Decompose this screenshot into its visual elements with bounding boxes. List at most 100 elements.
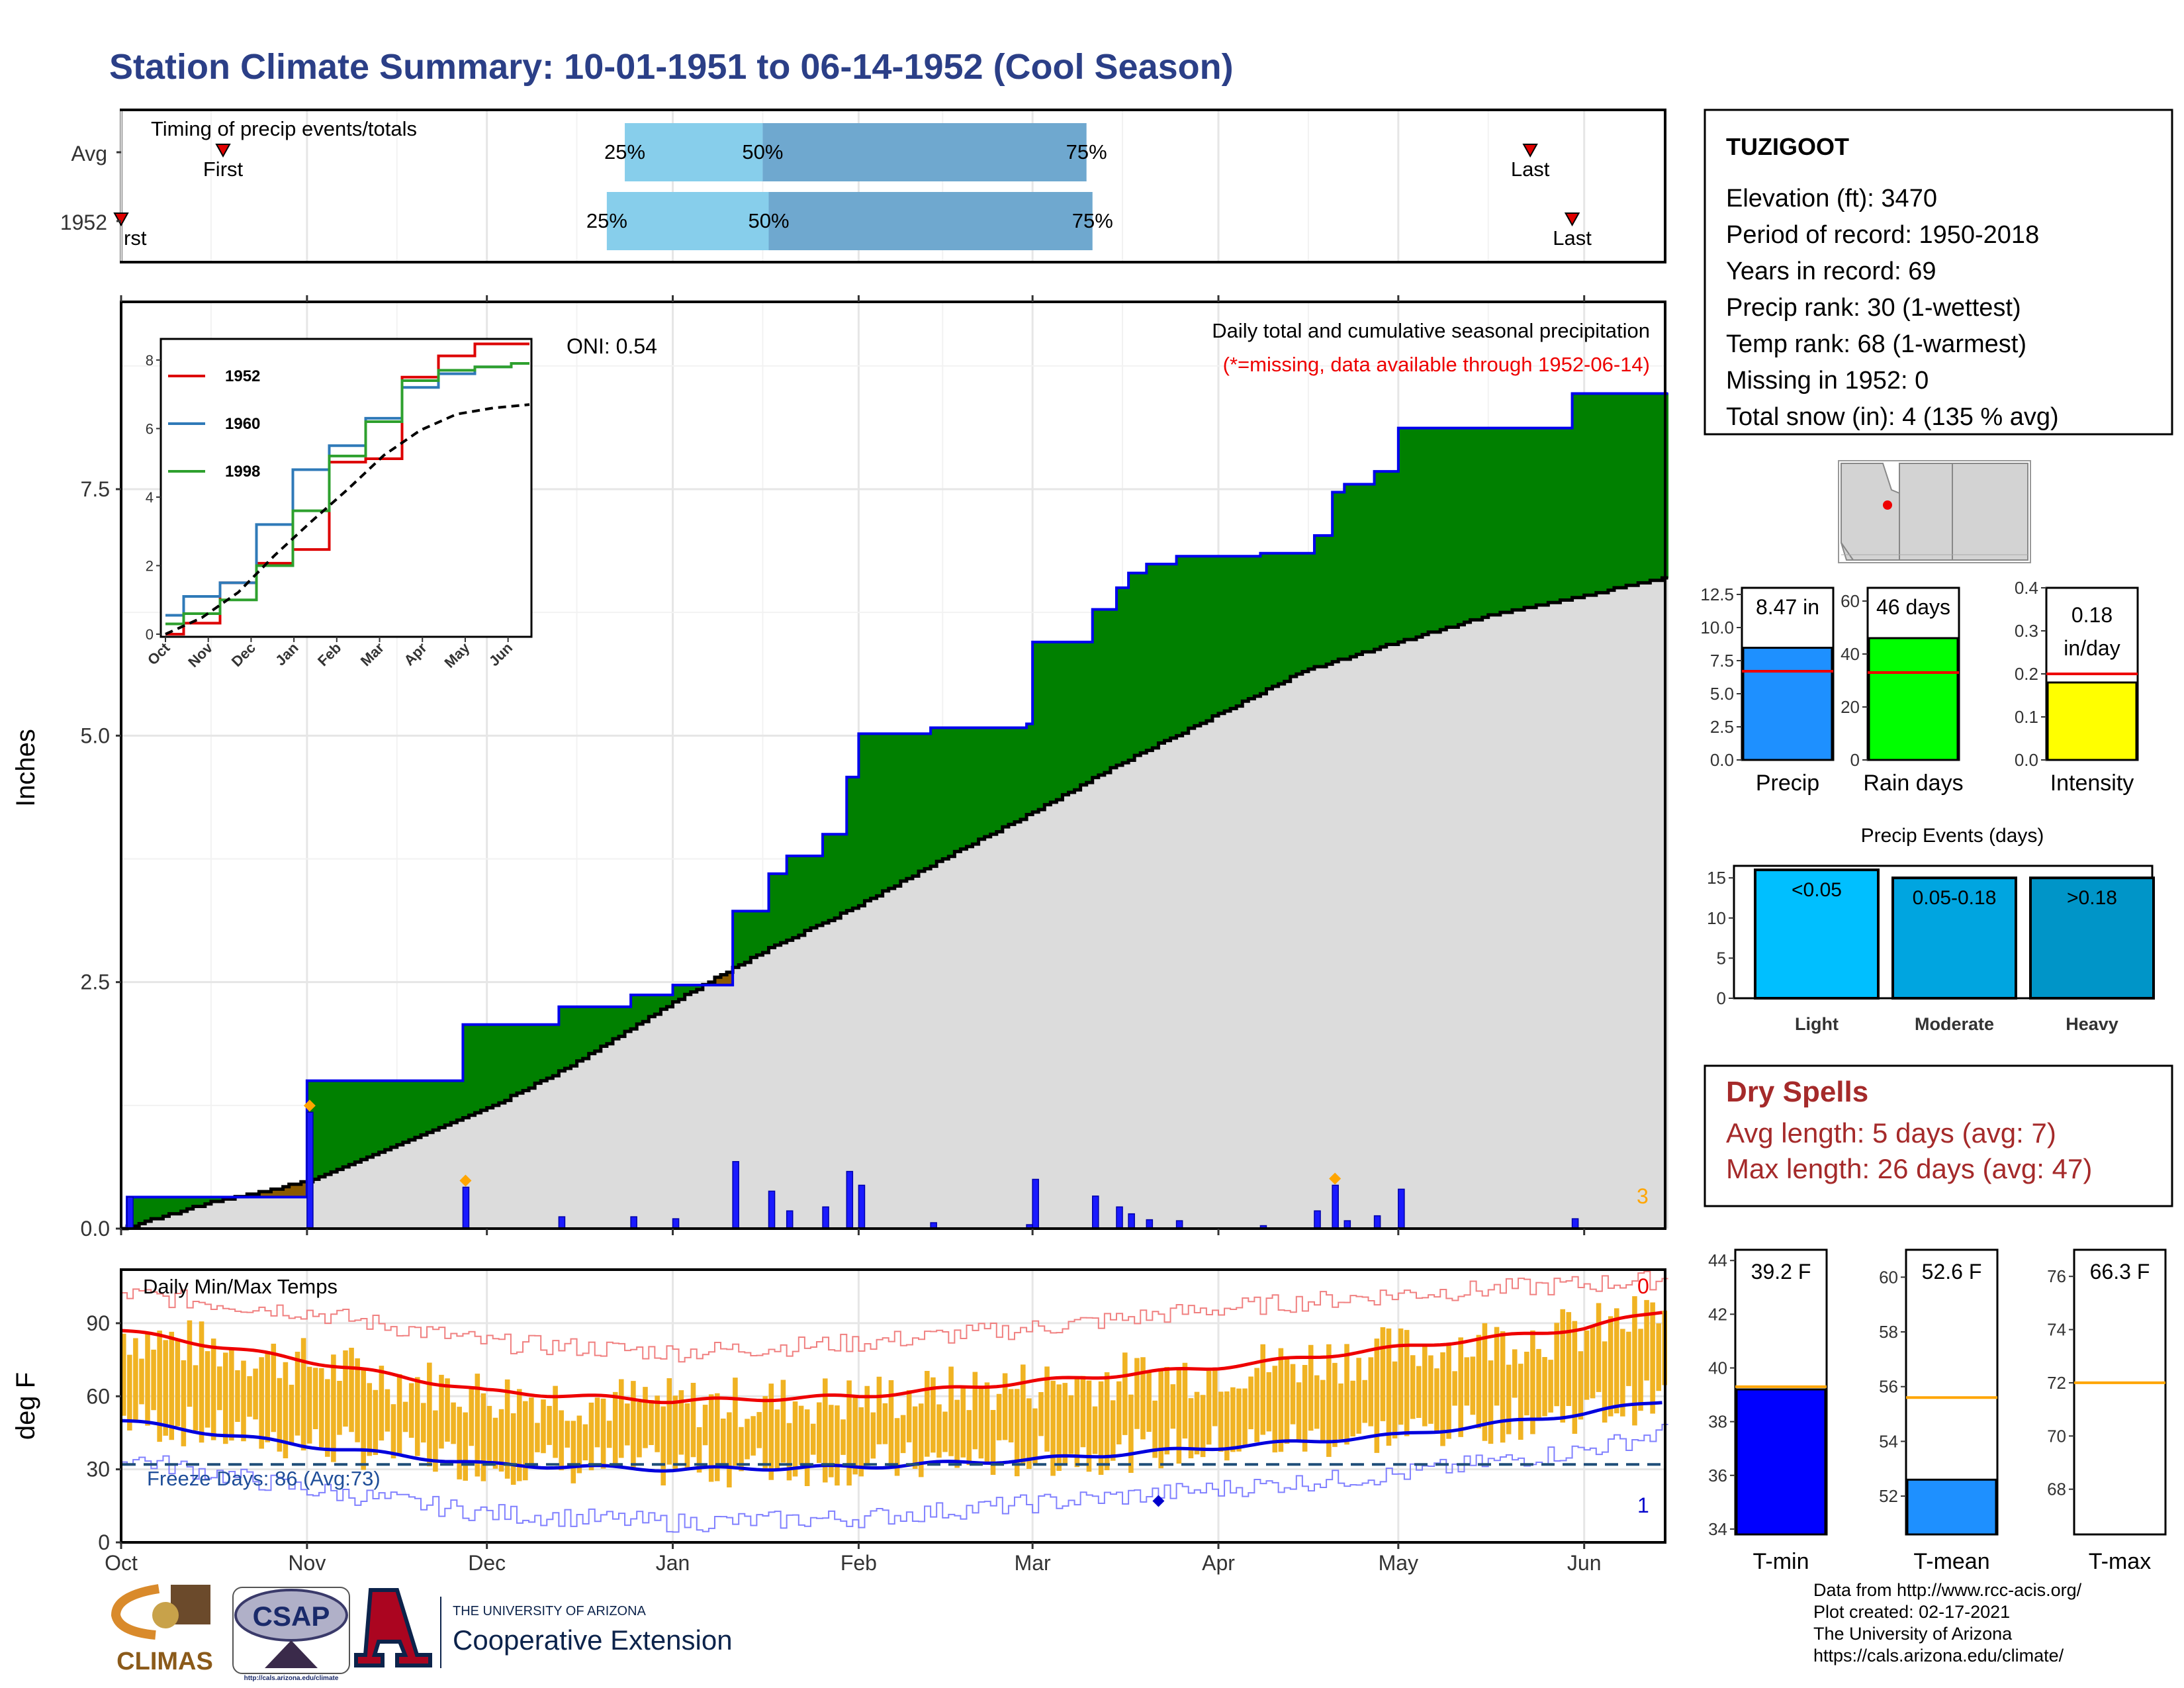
average-cumulative-fill (121, 578, 1668, 1229)
record-daily-precip-marker (1329, 1172, 1342, 1185)
temp-summary-y-tick-label: 52 (1879, 1486, 1898, 1506)
temp-summary-y-tick-label: 44 (1708, 1250, 1727, 1270)
page-title: Station Climate Summary: 10-01-1951 to 0… (109, 47, 1234, 87)
precip-events-bar-label: 0.05-0.18 (1913, 887, 1997, 909)
x-tick-label: Jan (656, 1551, 690, 1575)
temp-summary-y-tick-label: 58 (1879, 1322, 1898, 1342)
x-tick-label: Mar (1015, 1551, 1051, 1575)
totals-y-tick-label: 20 (1841, 697, 1860, 717)
average-cumulative-line (121, 576, 1668, 1231)
x-tick-label: Jun (1567, 1551, 1602, 1575)
temp-summary-y-tick-label: 38 (1708, 1412, 1727, 1432)
totals-bar-Precip (1742, 647, 1833, 761)
footer-line: Data from http://www.rcc-acis.org/ (1813, 1580, 2082, 1600)
temp-summary-value: 66.3 F (2090, 1260, 2150, 1284)
temp-panel-title: Daily Min/Max Temps (143, 1275, 338, 1298)
csap-logo-text: CSAP (253, 1601, 330, 1632)
precip-events-category: Heavy (2066, 1014, 2118, 1034)
totals-y-tick-label: 0.0 (1710, 750, 1734, 770)
last-event-label: Last (1511, 158, 1550, 181)
precip-events-bar-Heavy (2029, 876, 2155, 1000)
temp-summary-bar-T-mean (1906, 1478, 1997, 1536)
timing-bar-q50-q75 (762, 123, 1087, 181)
inset-chart: Oct Nov Dec Jan Feb Mar Apr May Jun0246819521960… (144, 338, 533, 671)
station-info-line: Missing in 1952: 0 (1726, 367, 1929, 395)
daily-precip-bar (768, 1190, 776, 1229)
totals-value-label: in/day (2064, 636, 2120, 660)
precip-events-panel: Precip Events (days) <0.05 Light 0.05-0.18… (1707, 825, 2155, 1034)
precip-y-tick-label: 7.5 (81, 477, 110, 501)
temp-summary-y-tick-label: 34 (1708, 1519, 1727, 1539)
dry-spells-max: Max length: 26 days (avg: 47) (1726, 1153, 2092, 1184)
timing-q75-label: 75% (1066, 140, 1107, 164)
timing-q50-label: 50% (742, 140, 783, 164)
totals-bar-Intensity (2046, 681, 2138, 761)
temp-summary-y-tick-label: 68 (2047, 1479, 2066, 1499)
daily-precip-bar (1373, 1215, 1381, 1229)
climas-logo: CLIMAS (111, 1584, 213, 1675)
timing-row-label-1952: 1952 (60, 211, 107, 234)
daily-precip-bar (1571, 1218, 1579, 1229)
precip-panel-subtitle: (*=missing, data available through 1952-… (1223, 353, 1650, 376)
temp-summary-y-tick-label: 76 (2047, 1266, 2066, 1286)
temp-summary-y-tick-label: 42 (1708, 1304, 1727, 1324)
daily-precip-bar (1032, 1178, 1039, 1229)
daily-precip-bar (822, 1206, 829, 1229)
totals-y-tick-label: 12.5 (1700, 585, 1734, 604)
temp-top-count: 0 (1637, 1274, 1649, 1298)
precip-y-tick-label: 0.0 (81, 1217, 110, 1241)
temp-y-tick-label: 60 (86, 1384, 110, 1408)
inset-legend-label: 1960 (225, 415, 260, 433)
precip-events-y-tick-label: 5 (1717, 948, 1726, 968)
temp-summary-value: 39.2 F (1751, 1260, 1811, 1284)
temp-summary-value: 52.6 F (1922, 1260, 1982, 1284)
timing-q50-label: 50% (748, 209, 789, 232)
dry-spells-avg: Avg length: 5 days (avg: 7) (1726, 1117, 2056, 1149)
totals-value-label: 46 days (1876, 595, 1950, 619)
csap-logo: CSAP http://cals.arizona.edu/climate (232, 1587, 350, 1682)
precip-events-category: Light (1795, 1014, 1839, 1034)
station-location-dot (1883, 500, 1892, 510)
record-daily-precip-marker (303, 1100, 316, 1112)
timing-panel: 25% 50% 75% First Last 25% 50% 75% rst Last Timin… (60, 109, 1666, 263)
logos: CLIMAS CSAP http://cals.arizona.edu/clim… (111, 1584, 733, 1682)
temp-y-axis-title: deg F (11, 1372, 40, 1440)
inset-y-tick-label: 6 (146, 420, 154, 437)
precip-panel: 0.0 2.5 5.0 7.5 Daily total and cumulative … (11, 295, 1669, 1241)
precip-events-y-tick-label: 0 (1717, 988, 1726, 1008)
last-event-marker (1522, 144, 1538, 158)
footer-line: https://cals.arizona.edu/climate/ (1813, 1646, 2064, 1665)
inset-y-tick-label: 2 (146, 557, 154, 574)
season-temperature-panels: 39.2 F 34 36 38 40 42 44 T-min 52.6 F 52 54 56 58 60 T… (1708, 1248, 2167, 1574)
totals-panel-label: Intensity (2050, 771, 2134, 796)
totals-value-label: 0.18 (2071, 603, 2113, 627)
totals-value-label: 8.47 in (1756, 595, 1819, 619)
temp-summary-y-tick-label: 60 (1879, 1267, 1898, 1287)
daily-precip-bar (858, 1184, 866, 1229)
precip-events-bar-label: <0.05 (1792, 879, 1842, 901)
daily-precip-bar (126, 1196, 134, 1229)
totals-bar-Rain days (1868, 637, 1959, 761)
temp-summary-y-tick-label: 74 (2047, 1320, 2066, 1340)
dry-spells-box: Dry Spells Avg length: 5 days (avg: 7) M… (1704, 1064, 2173, 1207)
cumulative-precip-line (121, 392, 1668, 1230)
record-low-marker (1152, 1495, 1165, 1507)
inset-legend-label: 1952 (225, 367, 260, 385)
totals-y-tick-label: 60 (1841, 591, 1860, 611)
totals-panel-label: Precip (1756, 771, 1819, 796)
precip-events-category: Moderate (1915, 1014, 1994, 1034)
inset-y-tick-label: 0 (146, 626, 154, 643)
precip-events-y-tick-label: 10 (1707, 908, 1726, 928)
daily-precip-bar (1314, 1210, 1321, 1229)
temp-summary-label: T-min (1753, 1549, 1809, 1574)
daily-precip-bar (672, 1218, 680, 1229)
dry-spells-title: Dry Spells (1726, 1076, 1868, 1108)
daily-precip-bar (1116, 1206, 1123, 1229)
csap-logo-url: http://cals.arizona.edu/climate (244, 1675, 339, 1682)
average-min-temp-line (120, 1401, 1662, 1473)
temp-summary-y-tick-label: 36 (1708, 1466, 1727, 1485)
daily-precip-bar (462, 1186, 470, 1229)
temp-summary-bar-T-min (1735, 1388, 1827, 1536)
inset-series-line-1960 (165, 362, 529, 617)
